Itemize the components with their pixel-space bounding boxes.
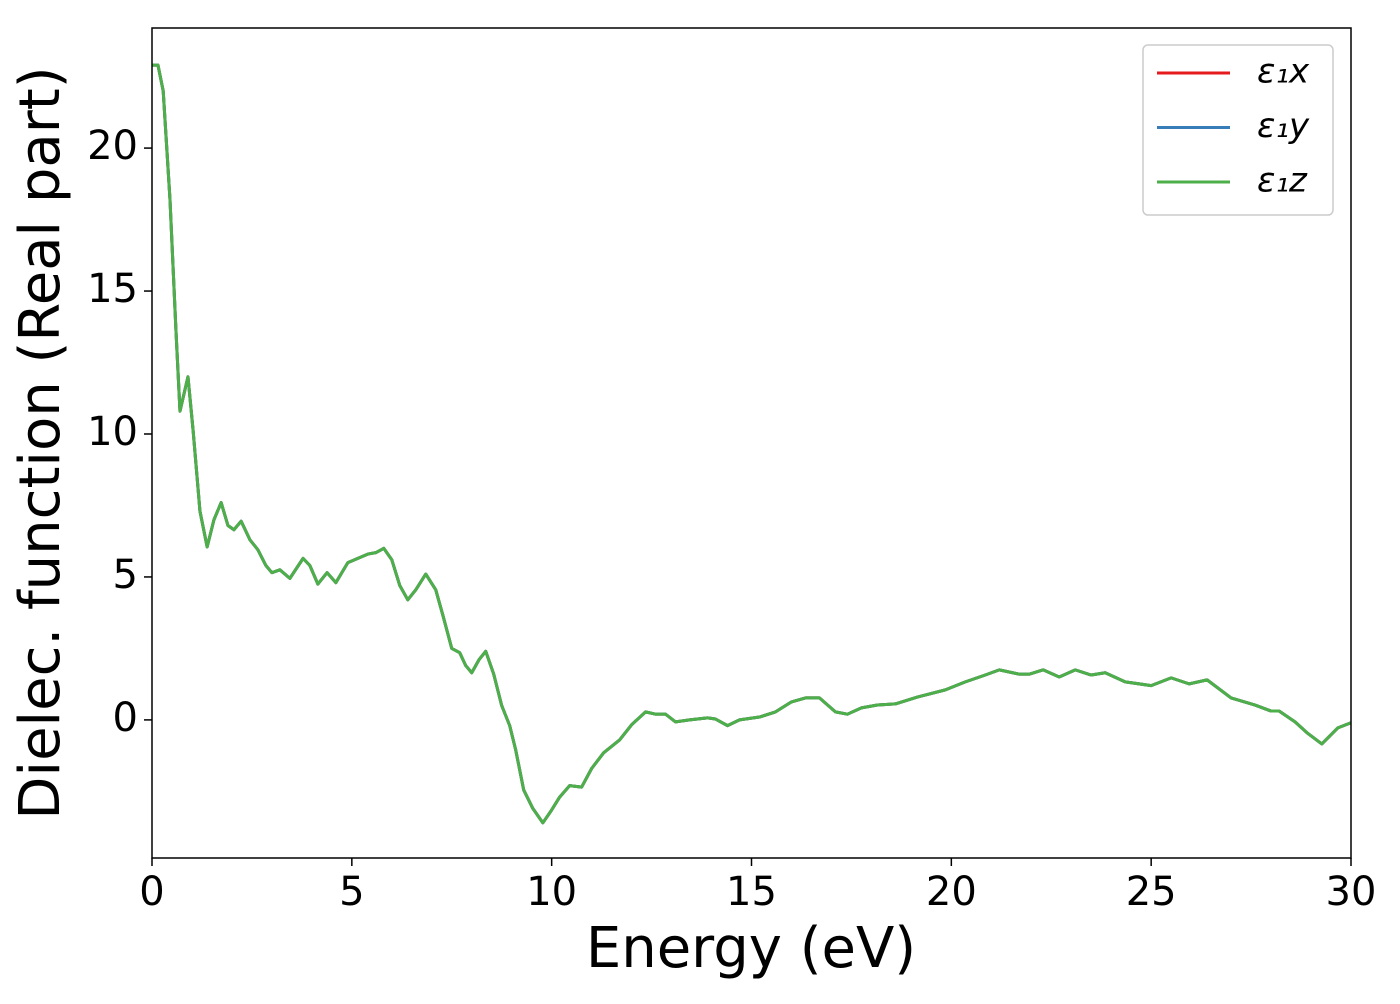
legend-label: ε₁x xyxy=(1257,52,1310,92)
y-tick-label: 10 xyxy=(87,409,138,455)
x-tick-label: 30 xyxy=(1326,869,1377,915)
legend-box xyxy=(1142,44,1334,216)
x-tick-label: 25 xyxy=(1126,869,1177,915)
y-tick-label: 0 xyxy=(113,695,138,741)
x-tick-label: 20 xyxy=(926,869,977,915)
line xyxy=(152,63,1352,825)
x-axis-label: Energy (eV) xyxy=(586,916,916,981)
legend-label: ε₁z xyxy=(1257,161,1308,201)
x-tick-label: 10 xyxy=(526,869,577,915)
x-tick-label: 0 xyxy=(139,869,164,915)
y-axis-label: Dielec. function (Real part) xyxy=(8,66,73,819)
y-tick-label: 15 xyxy=(87,266,138,312)
y-tick-label: 20 xyxy=(87,123,138,169)
x-tick-label: 5 xyxy=(339,869,364,915)
x-tick-label: 15 xyxy=(726,869,777,915)
plot-frame xyxy=(151,27,1352,859)
legend-label: ε₁y xyxy=(1257,106,1310,146)
y-tick-label: 5 xyxy=(113,552,138,598)
